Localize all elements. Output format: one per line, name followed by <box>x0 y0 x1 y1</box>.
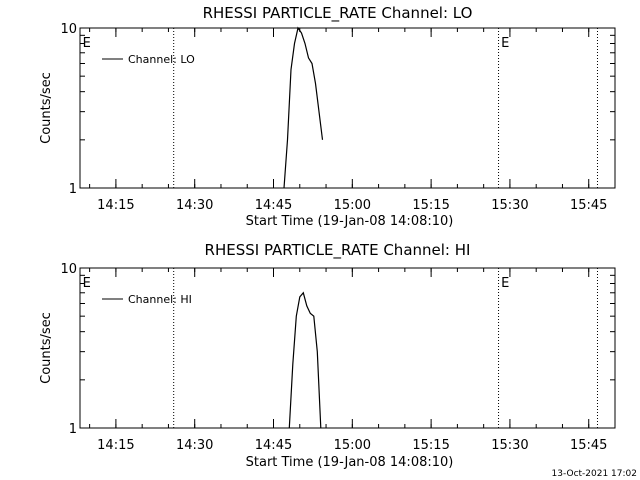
x-tick-label: 15:00 <box>334 438 371 453</box>
legend: Channel: HI <box>102 293 192 306</box>
y-tick-label: 10 <box>60 262 77 277</box>
event-marker-label: E <box>501 36 509 51</box>
y-axis-label: Counts/sec <box>39 72 54 144</box>
x-tick-label: 14:30 <box>176 198 213 213</box>
event-marker-label: E <box>83 36 91 51</box>
chart-title: RHESSI PARTICLE_RATE Channel: LO <box>203 4 473 23</box>
chart-title: RHESSI PARTICLE_RATE Channel: HI <box>205 241 471 260</box>
x-axis-label: Start Time (19-Jan-08 14:08:10) <box>246 455 454 470</box>
x-tick-label: 14:30 <box>176 438 213 453</box>
x-tick-label: 15:15 <box>412 198 449 213</box>
legend: Channel: LO <box>102 53 195 66</box>
y-axis-label: Counts/sec <box>39 312 54 384</box>
legend-entry: Channel: LO <box>128 53 195 66</box>
x-tick-label: 15:45 <box>570 438 607 453</box>
x-tick-label: 14:45 <box>255 438 292 453</box>
x-tick-label: 15:30 <box>491 198 528 213</box>
x-tick-label: 14:15 <box>97 438 134 453</box>
event-marker-label: E <box>83 276 91 291</box>
series-line <box>283 26 324 189</box>
x-tick-label: 15:15 <box>412 438 449 453</box>
event-marker-label: E <box>501 276 509 291</box>
legend-entry: Channel: HI <box>128 293 192 306</box>
x-tick-label: 15:30 <box>491 438 528 453</box>
series-line <box>288 291 322 429</box>
y-tick-label: 10 <box>60 22 77 37</box>
x-tick-label: 15:00 <box>334 198 371 213</box>
plot-frame <box>79 267 616 429</box>
generation-timestamp: 13-Oct-2021 17:02 <box>552 469 637 479</box>
x-axis-label: Start Time (19-Jan-08 14:08:10) <box>246 214 454 229</box>
plot-frame <box>79 27 616 189</box>
x-tick-label: 14:15 <box>97 198 134 213</box>
x-tick-label: 15:45 <box>570 198 607 213</box>
y-tick-label: 1 <box>69 182 77 197</box>
y-tick-label: 1 <box>69 422 77 437</box>
chart-panel-2: RHESSI PARTICLE_RATE Channel: HI Start Ti… <box>39 241 616 470</box>
x-tick-label: 14:45 <box>255 198 292 213</box>
chart-panel-1: RHESSI PARTICLE_RATE Channel: LO Start Ti… <box>39 4 616 229</box>
